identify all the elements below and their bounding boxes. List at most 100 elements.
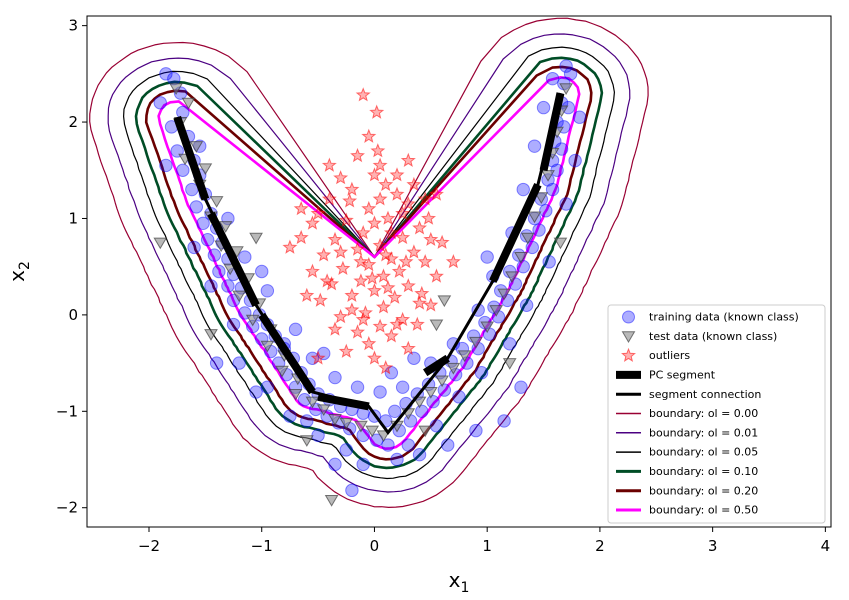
outlier-point	[344, 302, 360, 317]
boundary-contour	[107, 33, 631, 493]
y-tick-label: 0	[68, 306, 78, 324]
outlier-point	[423, 297, 439, 312]
test-point	[469, 336, 483, 349]
training-point	[545, 182, 560, 197]
outlier-point	[338, 212, 354, 227]
legend-label: boundary: ol = 0.50	[649, 504, 758, 517]
outlier-point	[293, 200, 309, 216]
training-point	[503, 337, 517, 351]
x-tick-label: −1	[251, 537, 273, 555]
test-point	[489, 305, 504, 317]
test-point	[376, 430, 391, 443]
outlier-point	[344, 287, 360, 303]
training-point	[373, 385, 387, 399]
training-point	[176, 105, 190, 120]
test-point	[354, 420, 368, 433]
test-point	[189, 141, 204, 153]
training-point	[559, 59, 573, 73]
test-point	[153, 237, 168, 250]
training-point	[545, 71, 560, 86]
y-tick-label: 1	[68, 209, 78, 227]
outlier-point	[370, 143, 386, 158]
training-point	[401, 438, 415, 452]
y-tick-label: 2	[68, 113, 78, 131]
x-axis-label: x1	[449, 568, 470, 596]
training-point	[527, 139, 542, 153]
test-point	[480, 321, 495, 334]
test-point	[218, 221, 233, 233]
training-point	[474, 366, 489, 380]
outlier-point	[391, 263, 407, 278]
training-point	[516, 259, 530, 274]
training-point	[187, 240, 201, 255]
outliers-layer	[282, 87, 461, 375]
test-point	[541, 170, 555, 182]
outlier-point	[350, 324, 366, 339]
y-tick-label: 3	[68, 17, 78, 35]
training-point	[283, 409, 297, 423]
x-tick-label: 1	[482, 537, 492, 555]
training-point	[232, 356, 246, 370]
test-point	[275, 365, 289, 378]
training-point	[539, 204, 553, 218]
outlier-point	[389, 316, 405, 331]
training-point	[480, 250, 494, 264]
outlier-point	[355, 225, 371, 240]
outlier-point	[293, 229, 309, 245]
training-point	[407, 351, 421, 365]
test-point	[365, 425, 380, 438]
outlier-point	[389, 186, 405, 201]
outlier-point	[406, 176, 422, 192]
outlier-point	[350, 147, 365, 163]
pc-segment	[173, 115, 210, 201]
training-point	[328, 370, 342, 385]
outlier-point	[395, 205, 411, 221]
pc-segments-layer	[173, 92, 565, 435]
outlier-point	[398, 254, 414, 269]
outlier-point	[383, 225, 399, 240]
training-data-layer	[153, 59, 587, 498]
y-tick-label: −2	[56, 499, 78, 517]
outlier-point	[383, 251, 399, 266]
training-point	[255, 264, 269, 279]
training-point	[516, 182, 530, 197]
outlier-point	[417, 191, 433, 206]
legend-label: segment connection	[649, 388, 761, 401]
test-point	[534, 192, 549, 204]
test-point	[204, 329, 218, 341]
training-point	[460, 356, 474, 370]
outlier-point	[367, 167, 382, 182]
training-point	[260, 284, 275, 298]
outlier-point	[321, 157, 337, 172]
outlier-point	[312, 292, 328, 307]
outlier-point	[338, 343, 354, 358]
test-point	[437, 295, 452, 308]
training-point	[345, 483, 359, 498]
training-point	[300, 414, 314, 428]
y-tick-label: −1	[56, 402, 78, 420]
training-point	[542, 255, 556, 269]
outlier-point	[400, 196, 416, 211]
outlier-point	[357, 305, 373, 320]
test-point	[497, 288, 511, 301]
test-point	[527, 211, 542, 224]
test-point	[316, 404, 331, 417]
test-point	[502, 358, 517, 370]
training-point	[536, 100, 551, 115]
outlier-point	[319, 273, 335, 288]
outlier-point	[353, 254, 369, 269]
training-point	[559, 197, 573, 211]
test-point	[305, 396, 320, 409]
outlier-point	[383, 328, 399, 343]
outlier-point	[434, 234, 450, 249]
outlier-point	[406, 244, 422, 259]
test-point	[505, 271, 519, 284]
pc-segment	[489, 183, 542, 283]
boundaries-layer	[89, 17, 649, 508]
outlier-point	[412, 295, 428, 310]
outlier-point	[366, 350, 382, 365]
training-point	[514, 380, 528, 394]
training-point	[249, 385, 263, 399]
training-point	[388, 404, 402, 419]
outlier-point	[372, 237, 388, 252]
